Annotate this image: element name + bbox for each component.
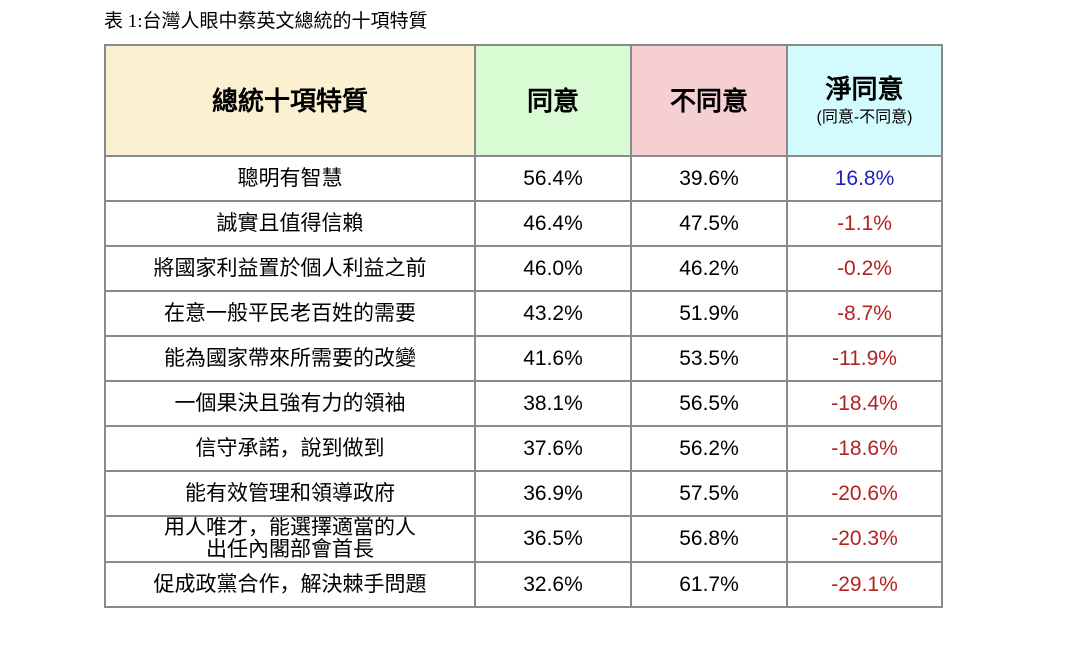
- table-row: 能有效管理和領導政府 36.9% 57.5% -20.6%: [104, 470, 943, 517]
- table-row: 能為國家帶來所需要的改變 41.6% 53.5% -11.9%: [104, 335, 943, 382]
- header-net-label: 淨同意: [825, 73, 904, 104]
- agree-cell: 56.4%: [474, 155, 632, 202]
- net-cell: -8.7%: [786, 290, 943, 337]
- trait-line: 用人唯才，能選擇適當的人: [164, 516, 416, 539]
- trait-cell: 在意一般平民老百姓的需要: [104, 290, 476, 337]
- table-row: 用人唯才，能選擇適當的人 出任內閣部會首長 36.5% 56.8% -20.3%: [104, 515, 943, 563]
- agree-cell: 38.1%: [474, 380, 632, 427]
- disagree-cell: 51.9%: [630, 290, 788, 337]
- table-row: 一個果決且強有力的領袖 38.1% 56.5% -18.4%: [104, 380, 943, 427]
- header-row: 總統十項特質 同意 不同意 淨同意 (同意-不同意): [104, 44, 943, 157]
- net-cell: -0.2%: [786, 245, 943, 292]
- agree-cell: 32.6%: [474, 561, 632, 608]
- trait-cell: 能有效管理和領導政府: [104, 470, 476, 517]
- trait-cell: 一個果決且強有力的領袖: [104, 380, 476, 427]
- table-row: 將國家利益置於個人利益之前 46.0% 46.2% -0.2%: [104, 245, 943, 292]
- header-agree: 同意: [474, 44, 632, 157]
- disagree-cell: 61.7%: [630, 561, 788, 608]
- disagree-cell: 53.5%: [630, 335, 788, 382]
- net-cell: -18.4%: [786, 380, 943, 427]
- agree-cell: 36.9%: [474, 470, 632, 517]
- trait-cell: 誠實且值得信賴: [104, 200, 476, 247]
- disagree-cell: 57.5%: [630, 470, 788, 517]
- table-row: 聰明有智慧 56.4% 39.6% 16.8%: [104, 155, 943, 202]
- header-trait: 總統十項特質: [104, 44, 476, 157]
- trait-cell: 促成政黨合作，解決棘手問題: [104, 561, 476, 608]
- trait-cell: 信守承諾，說到做到: [104, 425, 476, 472]
- disagree-cell: 46.2%: [630, 245, 788, 292]
- agree-cell: 46.4%: [474, 200, 632, 247]
- disagree-cell: 56.2%: [630, 425, 788, 472]
- trait-line: 出任內閣部會首長: [206, 538, 374, 561]
- net-cell: -1.1%: [786, 200, 943, 247]
- net-cell: -29.1%: [786, 561, 943, 608]
- header-net: 淨同意 (同意-不同意): [786, 44, 943, 157]
- disagree-cell: 39.6%: [630, 155, 788, 202]
- trait-cell: 聰明有智慧: [104, 155, 476, 202]
- trait-cell: 能為國家帶來所需要的改變: [104, 335, 476, 382]
- traits-table: 總統十項特質 同意 不同意 淨同意 (同意-不同意) 聰明有智慧 56.4% 3…: [104, 44, 943, 608]
- agree-cell: 36.5%: [474, 515, 632, 563]
- trait-cell: 將國家利益置於個人利益之前: [104, 245, 476, 292]
- header-net-sublabel: (同意-不同意): [816, 108, 913, 126]
- disagree-cell: 56.8%: [630, 515, 788, 563]
- net-cell: -18.6%: [786, 425, 943, 472]
- table-row: 信守承諾，說到做到 37.6% 56.2% -18.6%: [104, 425, 943, 472]
- disagree-cell: 47.5%: [630, 200, 788, 247]
- trait-cell: 用人唯才，能選擇適當的人 出任內閣部會首長: [104, 515, 476, 563]
- table-row: 在意一般平民老百姓的需要 43.2% 51.9% -8.7%: [104, 290, 943, 337]
- table-caption: 表 1:台灣人眼中蔡英文總統的十項特質: [104, 11, 428, 32]
- table-row: 誠實且值得信賴 46.4% 47.5% -1.1%: [104, 200, 943, 247]
- table-row: 促成政黨合作，解決棘手問題 32.6% 61.7% -29.1%: [104, 561, 943, 608]
- net-cell: -20.6%: [786, 470, 943, 517]
- net-cell: -20.3%: [786, 515, 943, 563]
- disagree-cell: 56.5%: [630, 380, 788, 427]
- net-cell: 16.8%: [786, 155, 943, 202]
- agree-cell: 43.2%: [474, 290, 632, 337]
- agree-cell: 46.0%: [474, 245, 632, 292]
- agree-cell: 41.6%: [474, 335, 632, 382]
- agree-cell: 37.6%: [474, 425, 632, 472]
- net-cell: -11.9%: [786, 335, 943, 382]
- header-disagree: 不同意: [630, 44, 788, 157]
